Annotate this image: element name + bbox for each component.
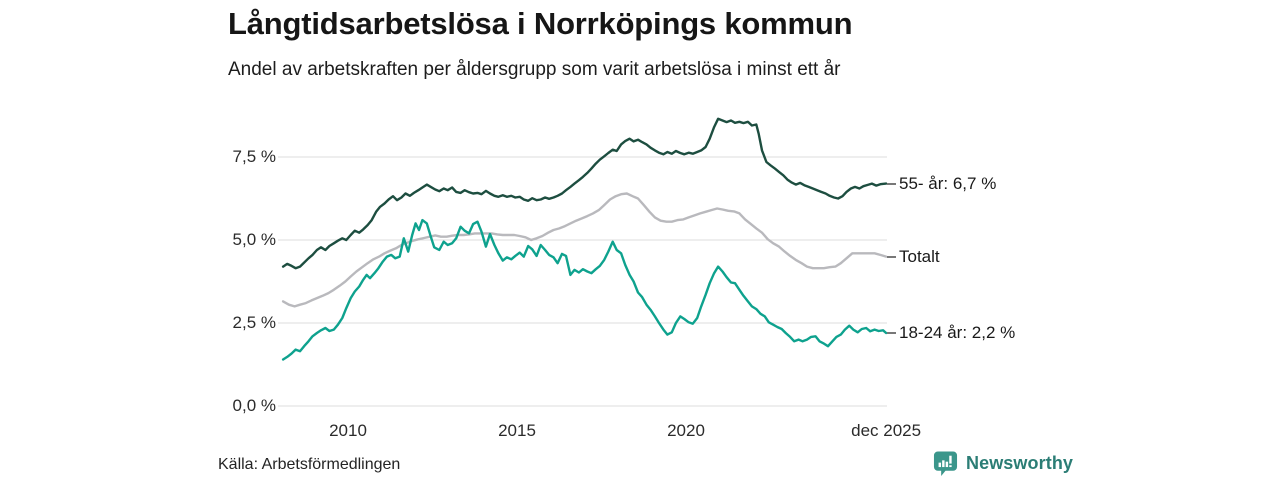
series-end-label-55-plus: 55- år: 6,7 % bbox=[887, 173, 996, 195]
page-title: Långtidsarbetslösa i Norrköpings kommun bbox=[228, 6, 853, 41]
y-axis-tick-5-0: 5,0 % bbox=[232, 230, 276, 249]
newsworthy-brand-name: Newsworthy bbox=[966, 453, 1074, 473]
x-axis-tick-dec-2025: dec 2025 bbox=[851, 421, 922, 440]
label-leader-dash bbox=[887, 182, 896, 185]
y-axis-tick-2-5: 2,5 % bbox=[232, 313, 276, 332]
source-attribution: Källa: Arbetsförmedlingen bbox=[218, 456, 401, 473]
label-leader-dash bbox=[887, 331, 896, 334]
x-axis-tick-2015: 2015 bbox=[498, 421, 536, 440]
series-line-55- år bbox=[281, 117, 888, 270]
y-axis-tick-0-0: 0,0 % bbox=[232, 396, 276, 415]
series-end-label-text: Totalt bbox=[899, 246, 940, 266]
x-axis-tick-2020: 2020 bbox=[667, 421, 705, 440]
y-axis-tick-7-5: 7,5 % bbox=[232, 147, 276, 166]
chart-subtitle: Andel av arbetskraften per åldersgrupp s… bbox=[228, 59, 841, 80]
series-line-Totalt bbox=[281, 192, 888, 308]
newsworthy-brand: Newsworthy bbox=[933, 450, 1073, 477]
series-end-label-totalt: Totalt bbox=[887, 246, 940, 268]
series-end-label-text: 55- år: 6,7 % bbox=[899, 173, 997, 193]
series-end-label-18-24: 18-24 år: 2,2 % bbox=[887, 322, 1015, 344]
series-end-label-text: 18-24 år: 2,2 % bbox=[899, 322, 1016, 342]
newsworthy-chart-bubble-icon bbox=[933, 451, 958, 476]
series-line-18-24 år bbox=[281, 218, 888, 361]
label-leader-dash bbox=[887, 255, 896, 258]
x-axis-tick-2010: 2010 bbox=[329, 421, 367, 440]
